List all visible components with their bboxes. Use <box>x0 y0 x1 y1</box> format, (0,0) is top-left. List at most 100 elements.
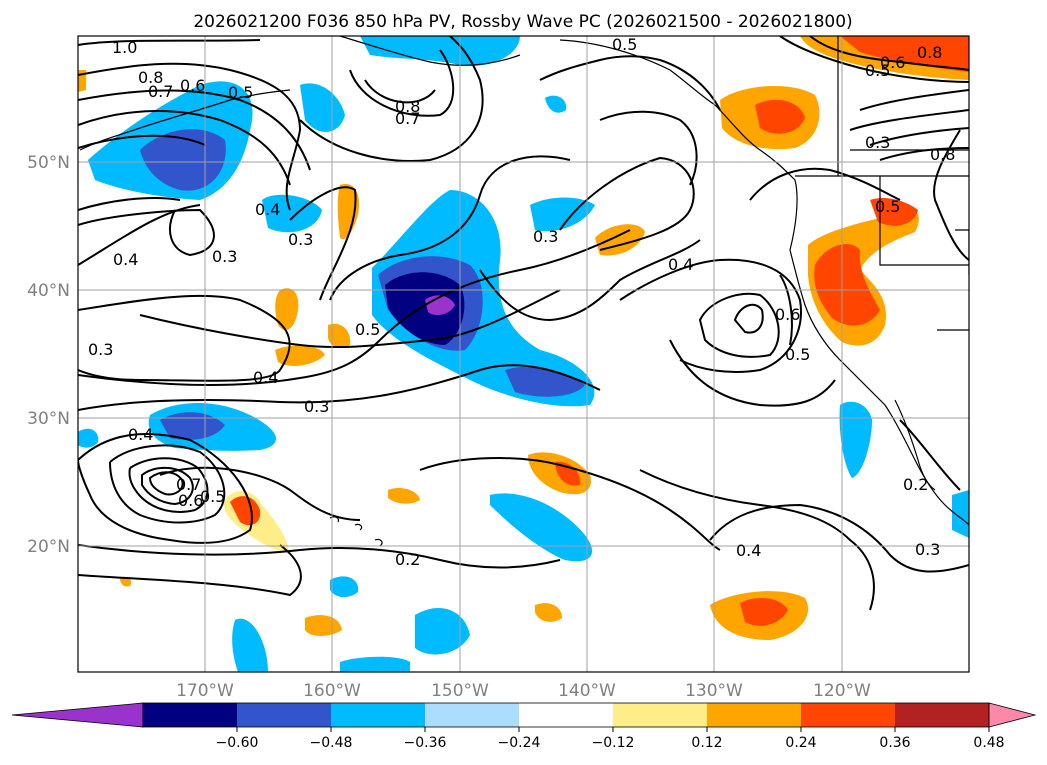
contour-label: 0.8 <box>138 68 163 87</box>
colorbar-segment <box>237 703 332 727</box>
colorbar-tick-label: −0.48 <box>310 735 353 751</box>
contour-value-labels: 1.0 0.8 0.7 0.6 0.5 0.8 0.7 0.4 0.3 0.3 … <box>88 36 955 569</box>
contour-label: 0.3 <box>915 540 940 559</box>
negative-pv-region <box>952 490 969 538</box>
negative-pv-region <box>839 401 872 478</box>
latitude-label: 50°N <box>27 153 70 173</box>
colorbar-tick-label: 0.36 <box>879 735 910 751</box>
contour-label: 0.4 <box>668 255 693 274</box>
contour-label: 1.0 <box>112 38 137 57</box>
longitude-label: 120°W <box>813 681 871 701</box>
colorbar-segment <box>143 703 238 727</box>
colorbar-extend-max <box>988 702 1037 728</box>
alaska-aleutian-coast <box>79 89 291 151</box>
latitude-labels: 50°N 40°N 30°N 20°N <box>27 153 70 557</box>
contour-label: 0.5 <box>875 197 900 216</box>
negative-pv-region <box>415 607 470 655</box>
contour-label: 0.3 <box>533 227 558 246</box>
negative-pv-region <box>490 493 593 562</box>
positive-pv-region <box>535 603 562 622</box>
north-america-coastline <box>559 39 969 526</box>
negative-pv-region <box>530 197 595 232</box>
contour-label: 0.7 <box>176 475 201 494</box>
graticule <box>78 36 969 672</box>
contour-label: 0.8 <box>917 43 942 62</box>
contour-label: 0.3 <box>865 133 890 152</box>
contour-label: 0.6 <box>880 53 905 72</box>
longitude-label: 150°W <box>431 681 489 701</box>
colorbar-tick-label: 0.48 <box>973 735 1004 751</box>
figure-title: 2026021200 F036 850 hPa PV, Rossby Wave … <box>193 12 852 32</box>
positive-pv-region <box>555 461 581 486</box>
colorbar-segment <box>613 703 708 727</box>
longitude-label: 130°W <box>685 681 743 701</box>
colorbar-segment <box>801 703 896 727</box>
positive-pv-region <box>328 323 351 348</box>
colorbar-tick-label: 0.24 <box>785 735 816 751</box>
colorbar-segment <box>519 703 614 727</box>
state-border <box>879 176 969 266</box>
longitude-label: 140°W <box>558 681 616 701</box>
contour-label: 0.3 <box>88 340 113 359</box>
positive-pv-region <box>755 99 805 134</box>
contour-label: 0.5 <box>228 83 253 102</box>
longitude-label: 160°W <box>303 681 361 701</box>
negative-pv-region <box>232 618 268 672</box>
negative-pv-region <box>78 428 99 448</box>
colorbar-segment <box>895 703 990 727</box>
positive-pv-region <box>120 577 132 587</box>
contour-label: 0.8 <box>395 97 420 116</box>
hawaii-islands <box>329 516 383 547</box>
alaska-coast <box>339 36 521 66</box>
positive-pv-region <box>337 184 360 240</box>
negative-pv-region <box>372 190 595 407</box>
contour-label: 0.5 <box>355 320 380 339</box>
longitude-labels: 170°W 160°W 150°W 140°W 130°W 120°W <box>176 681 871 701</box>
negative-pv-region <box>340 656 410 672</box>
colorbar-tick-label: −0.12 <box>592 735 635 751</box>
latitude-label: 20°N <box>27 537 70 557</box>
longitude-label: 170°W <box>176 681 234 701</box>
colorbar-segment <box>331 703 426 727</box>
contour-label: 0.4 <box>253 368 278 387</box>
contour-label: 0.5 <box>865 61 890 80</box>
positive-pv-region <box>305 615 342 636</box>
contour-label: 0.2 <box>395 550 420 569</box>
contour-label: 0.4 <box>736 541 761 560</box>
contour-label: 0.8 <box>930 145 955 164</box>
colorbar-tick-label: −0.36 <box>404 735 447 751</box>
colorbar-frame <box>142 702 990 728</box>
positive-pv-region <box>275 345 325 366</box>
contour-label: 0.4 <box>255 200 280 219</box>
latitude-label: 40°N <box>27 281 70 301</box>
contour-label: 0.6 <box>775 305 800 324</box>
contour-label: 0.4 <box>128 425 153 444</box>
colorbar-tick-label: −0.60 <box>216 735 259 751</box>
positive-pv-region <box>275 288 299 330</box>
negative-pv-region <box>160 412 225 440</box>
colorbar-tick-label: −0.24 <box>498 735 541 751</box>
contour-label: 0.6 <box>180 76 205 95</box>
positive-pv-region <box>840 36 969 72</box>
contour-label: 0.3 <box>212 247 237 266</box>
colorbar: −0.60 −0.48 −0.36 −0.24 −0.12 0.12 0.24 0.36 0.4… <box>11 702 1037 751</box>
colorbar-segment <box>425 703 520 727</box>
contour-label: 0.7 <box>148 82 173 101</box>
baja-california-outline <box>894 399 936 491</box>
negative-pv-region <box>300 83 345 132</box>
latitude-label: 30°N <box>27 409 70 429</box>
coastlines <box>79 36 969 547</box>
colorbar-tick-label: 0.12 <box>691 735 722 751</box>
colorbar-extend-min <box>11 702 144 728</box>
positive-pv-region <box>814 244 880 326</box>
colorbar-segment <box>707 703 802 727</box>
negative-pv-region <box>330 576 359 598</box>
contour-label: 0.5 <box>785 345 810 364</box>
contour-label: 0.3 <box>288 230 313 249</box>
contour-label: 0.4 <box>113 250 138 269</box>
negative-pv-region <box>545 95 567 113</box>
positive-pv-region <box>870 198 918 226</box>
contour-label: 0.5 <box>200 487 225 506</box>
contour-label: 0.2 <box>903 475 928 494</box>
